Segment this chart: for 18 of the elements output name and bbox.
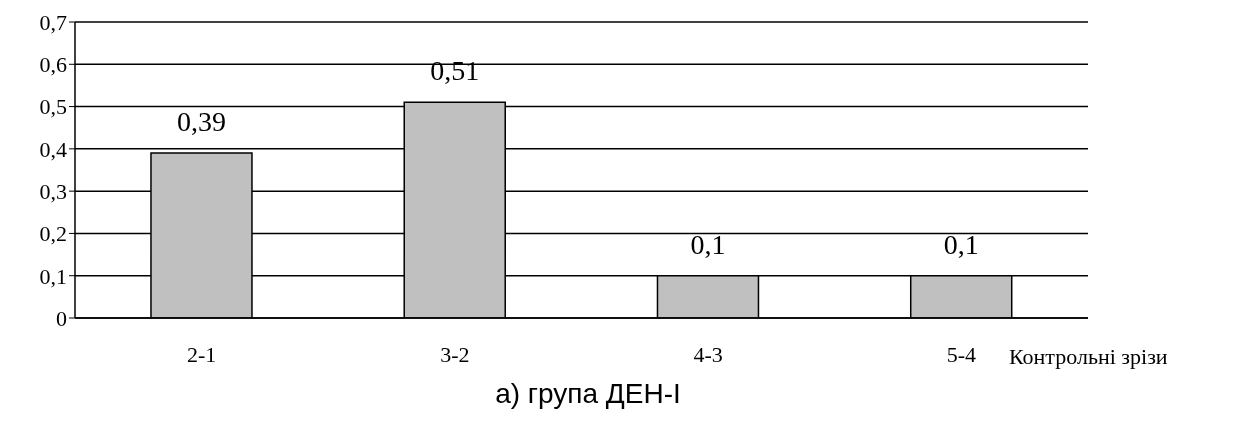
y-tick-label: 0,6 (39, 52, 67, 78)
y-tick-label: 0,5 (39, 94, 67, 120)
data-label: 0,39 (176, 106, 226, 138)
y-tick-label: 0,4 (39, 136, 67, 162)
y-tick-label: 0,2 (39, 221, 67, 247)
y-tick-label: 0,1 (39, 263, 67, 289)
y-tick-label: 0 (56, 305, 67, 331)
x-tick-label: 2-1 (186, 341, 217, 367)
y-tick-label: 0,7 (39, 9, 67, 35)
data-label: 0,1 (690, 228, 726, 260)
x-tick-label: 4-3 (693, 341, 723, 367)
data-label: 0,1 (943, 228, 979, 260)
x-tick-label: 3-2 (440, 341, 470, 367)
data-label: 0,51 (430, 55, 480, 87)
text: а) група ДЕН-I (494, 378, 682, 410)
x-tick-label: 5-4 (946, 341, 977, 367)
y-tick-label: 0,3 (39, 178, 67, 204)
x-axis-title: Контрольні зрізи (1009, 343, 1168, 369)
